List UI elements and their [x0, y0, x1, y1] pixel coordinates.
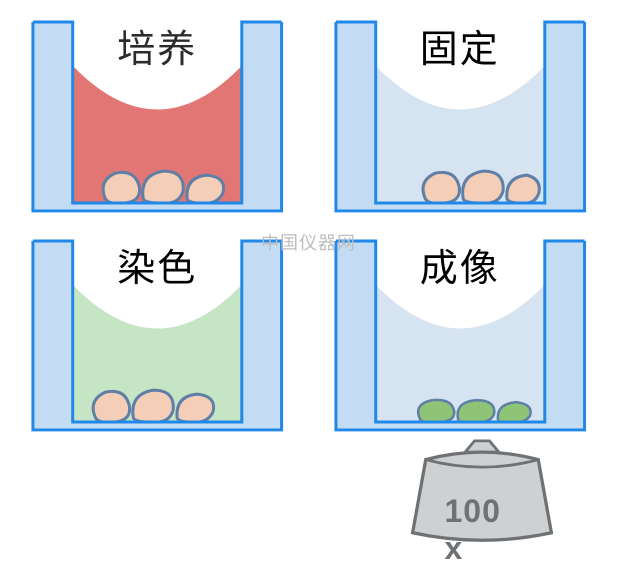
panel-stain: 染色 [18, 233, 297, 432]
panel-culture: 培养 [18, 14, 297, 213]
panel-image: 成像 [321, 233, 600, 432]
cells [103, 171, 223, 203]
panel-label: 成像 [420, 237, 500, 292]
panel-label: 固定 [420, 18, 500, 73]
panel-label: 培养 [117, 18, 197, 73]
diagram-grid: 培养 固定 染色 [0, 0, 617, 432]
panel-fix: 固定 [321, 14, 600, 213]
panel-label: 染色 [117, 237, 197, 292]
objective-lens: 100 x [407, 439, 557, 542]
lens-label: 100 x [445, 493, 520, 567]
